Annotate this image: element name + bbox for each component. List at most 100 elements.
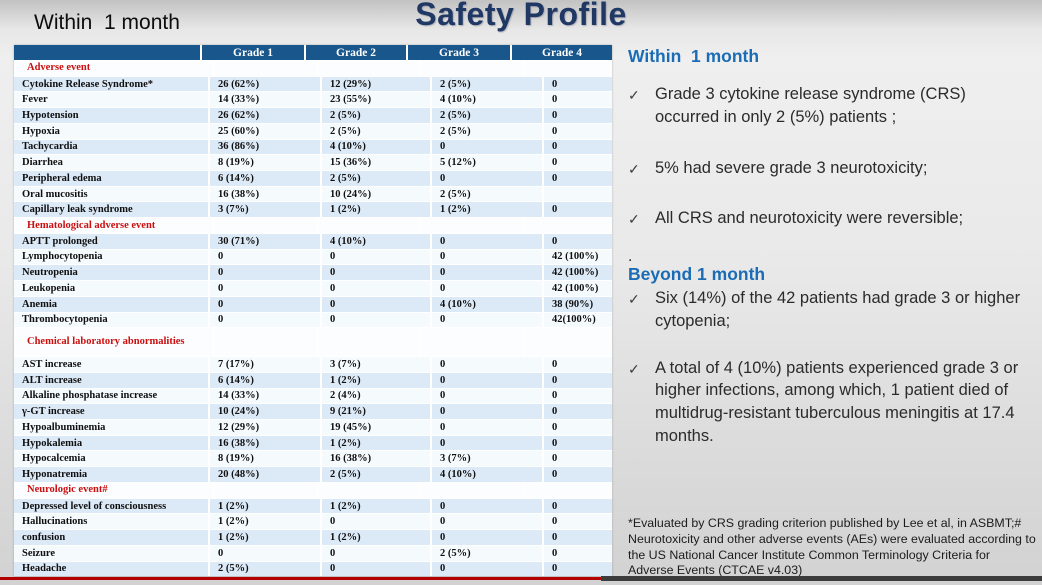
checkmark-icon: ✓	[628, 360, 640, 377]
table-header-grade1: Grade 1	[202, 45, 304, 60]
table-row: Hypocalcemia 8 (19%) 16 (38%) 3 (7%) 0	[14, 451, 612, 467]
cell-grade3: 3 (7%)	[432, 451, 542, 467]
row-label: Tachycardia	[14, 139, 208, 155]
cell-grade3: 4 (10%)	[432, 92, 542, 108]
cell-grade4: 42 (100%)	[544, 249, 612, 265]
cell-grade4: 0	[544, 404, 612, 420]
cell-grade4: 0	[544, 372, 612, 388]
cell-grade3: 0	[432, 561, 542, 577]
table-row: ALT increase 6 (14%) 1 (2%) 0 0	[14, 372, 612, 388]
cell-grade4: 0	[544, 202, 612, 218]
cell-grade3: 2 (5%)	[432, 545, 542, 561]
cell-grade1: 0	[210, 281, 320, 296]
table-row: Hypoalbuminemia 12 (29%) 19 (45%) 0 0	[14, 420, 612, 435]
bullet-text: Grade 3 cytokine release syndrome (CRS) …	[655, 85, 966, 126]
cell-grade4: 0	[544, 139, 612, 155]
cell-grade4: 0	[544, 388, 612, 404]
cell-grade4: 0	[544, 451, 612, 467]
bottom-dark-line	[601, 576, 1042, 581]
cell-grade1: 6 (14%)	[210, 372, 320, 388]
cell-grade4: 0	[544, 498, 612, 514]
cell-grade2: 10 (24%)	[322, 186, 430, 202]
cell-grade2: 4 (10%)	[322, 233, 430, 249]
row-label: AST increase	[14, 357, 208, 372]
row-label: Depressed level of consciousness	[14, 498, 208, 514]
cell-grade1: 30 (71%)	[210, 233, 320, 249]
row-label: Lymphocytopenia	[14, 249, 208, 265]
cell-grade2: 2 (5%)	[322, 467, 430, 482]
cell-grade1: 0	[210, 312, 320, 328]
section-label: Adverse event	[14, 61, 213, 76]
cell-grade3: 0	[432, 357, 542, 372]
table-row: Depressed level of consciousness 1 (2%) 1 …	[14, 498, 612, 514]
row-label: Hypoxia	[14, 123, 208, 139]
cell-grade3: 0	[432, 233, 542, 249]
cell-grade2: 1 (2%)	[322, 372, 430, 388]
cell-grade3: 4 (10%)	[432, 467, 542, 482]
cell-grade4	[544, 186, 612, 202]
table-row: Lymphocytopenia 0 0 0 42 (100%)	[14, 249, 612, 265]
table-row: Capillary leak syndrome 3 (7%) 1 (2%) 1 (2%…	[14, 202, 612, 218]
section-empty-cell	[421, 61, 523, 76]
cell-grade4: 0	[544, 467, 612, 482]
cell-grade3: 0	[432, 435, 542, 451]
table-header-grade2: Grade 2	[306, 45, 406, 60]
section-empty-cell	[319, 482, 419, 498]
cell-grade2: 2 (5%)	[322, 108, 430, 123]
checkmark-icon: ✓	[628, 291, 640, 308]
cell-grade1: 6 (14%)	[210, 171, 320, 186]
cell-grade1: 26 (62%)	[210, 108, 320, 123]
row-label: Hypoalbuminemia	[14, 420, 208, 435]
cell-grade2: 0	[322, 312, 430, 328]
cell-grade3: 0	[432, 139, 542, 155]
cell-grade4: 0	[544, 561, 612, 577]
cell-grade2: 0	[322, 545, 430, 561]
cell-grade1: 0	[210, 249, 320, 265]
beyond-1-month-heading: Beyond 1 month	[628, 264, 766, 285]
summary-panel: Within 1 month ✓ Grade 3 cytokine releas…	[628, 0, 1032, 448]
cell-grade2: 15 (36%)	[322, 155, 430, 171]
cell-grade4: 0	[544, 76, 612, 92]
table-section-row: Hematological adverse event	[14, 218, 612, 233]
row-label: APTT prolonged	[14, 233, 208, 249]
section-label: Neurologic event#	[14, 482, 213, 498]
bullet-infections: ✓ A total of 4 (10%) patients experience…	[628, 357, 1032, 448]
table-row: Hypotension 26 (62%) 2 (5%) 2 (5%) 0	[14, 108, 612, 123]
within-1-month-heading: Within 1 month	[628, 46, 760, 66]
checkmark-icon: ✓	[628, 211, 640, 228]
cell-grade4: 0	[544, 545, 612, 561]
table-section-row: Neurologic event#	[14, 482, 612, 498]
table-row: Fever 14 (33%) 23 (55%) 4 (10%) 0	[14, 92, 612, 108]
table-row: Headache 2 (5%) 0 0 0	[14, 561, 612, 577]
row-label: Anemia	[14, 296, 208, 312]
cell-grade2: 4 (10%)	[322, 139, 430, 155]
section-empty-cell	[319, 328, 419, 357]
table-header-row: Grade 1 Grade 2 Grade 3 Grade 4	[14, 45, 612, 60]
bullet-neurotoxicity: ✓ 5% had severe grade 3 neurotoxicity;	[628, 157, 1032, 180]
cell-grade2: 2 (4%)	[322, 388, 430, 404]
table-section-row: Adverse event	[14, 61, 612, 76]
table-row: Thrombocytopenia 0 0 0 42(100%)	[14, 312, 612, 328]
cell-grade3: 0	[432, 404, 542, 420]
cell-grade3: 0	[432, 265, 542, 281]
bullet-cytopenia: ✓ Six (14%) of the 42 patients had grade…	[628, 287, 1032, 333]
table-row: confusion 1 (2%) 1 (2%) 0 0	[14, 530, 612, 545]
bullet-reversible: ✓ All CRS and neurotoxicity were reversi…	[628, 207, 1032, 230]
row-label: Neutropenia	[14, 265, 208, 281]
row-label: Headache	[14, 561, 208, 577]
cell-grade1: 16 (38%)	[210, 186, 320, 202]
stray-period: .	[628, 248, 633, 266]
cell-grade1: 8 (19%)	[210, 451, 320, 467]
row-label: γ-GT increase	[14, 404, 208, 420]
cell-grade1: 14 (33%)	[210, 92, 320, 108]
cell-grade4: 42 (100%)	[544, 265, 612, 281]
cell-grade1: 14 (33%)	[210, 388, 320, 404]
cell-grade4: 0	[544, 171, 612, 186]
row-label: Capillary leak syndrome	[14, 202, 208, 218]
cell-grade4: 42(100%)	[544, 312, 612, 328]
bullet-crs: ✓ Grade 3 cytokine release syndrome (CRS…	[628, 83, 1032, 129]
row-label: Hyponatremia	[14, 467, 208, 482]
cell-grade2: 0	[322, 514, 430, 530]
section-empty-cell	[421, 218, 523, 233]
